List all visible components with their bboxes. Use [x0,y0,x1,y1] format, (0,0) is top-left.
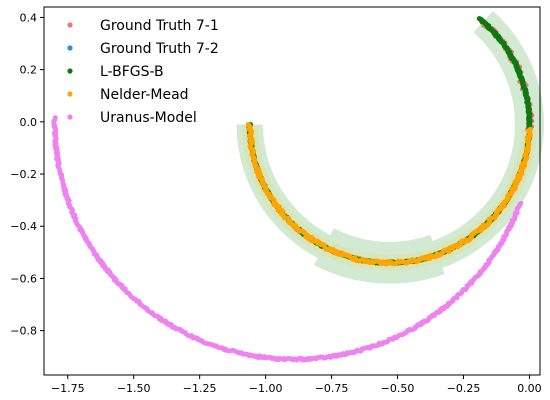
legend-marker [67,91,73,97]
y-tick-label: 0.4 [20,11,38,24]
data-point [476,15,483,22]
legend-label: Uranus-Model [100,110,197,126]
series-uranus-model [51,115,524,363]
legend: Ground Truth 7-1 Ground Truth 7-2 L-BFGS-B… [67,18,219,126]
y-tick-label: −0.8 [10,325,37,338]
legend-item: Ground Truth 7-2 [67,41,219,57]
y-tick-label: 0.2 [20,64,38,77]
x-tick-label: −0.50 [381,382,415,395]
x-tick-label: −1.25 [183,382,217,395]
y-tick-label: −0.2 [10,168,37,181]
x-tick-label: −0.75 [315,382,349,395]
plot-frame [43,6,541,376]
band-3 [241,124,538,271]
y-tick-label: −0.4 [10,220,37,233]
y-axis-ticks: 0.4 0.2 0.0 −0.2 −0.4 −0.6 −0.8 [10,11,44,338]
legend-marker [67,114,73,120]
legend-marker [67,68,73,74]
legend-marker [67,22,73,28]
legend-label: Nelder-Mead [100,87,189,103]
data-points [51,15,535,363]
y-tick-label: −0.6 [10,272,37,285]
x-axis-ticks: −1.75 −1.50 −1.25 −1.00 −0.75 −0.50 −0.25 0.00 [51,375,542,395]
legend-item: L-BFGS-B [67,64,164,80]
legend-item: Nelder-Mead [67,87,189,103]
x-tick-label: 0.00 [517,382,542,395]
legend-label: L-BFGS-B [100,64,164,80]
legend-label: Ground Truth 7-2 [100,41,219,57]
legend-item: Uranus-Model [67,110,197,126]
band-2 [432,10,544,268]
x-tick-label: −0.25 [447,382,481,395]
legend-marker [67,45,73,51]
x-tick-label: −1.75 [51,382,85,395]
band-1 [314,228,445,284]
legend-label: Ground Truth 7-1 [100,18,219,34]
series-nelder-mead [245,121,534,267]
x-tick-label: −1.50 [117,382,151,395]
y-tick-label: 0.0 [20,116,38,129]
band-0 [236,124,331,259]
data-point [518,200,524,206]
x-tick-label: −1.00 [249,382,283,395]
legend-item: Ground Truth 7-1 [67,18,219,34]
uncertainty-bands [236,10,544,284]
data-point [527,126,534,132]
